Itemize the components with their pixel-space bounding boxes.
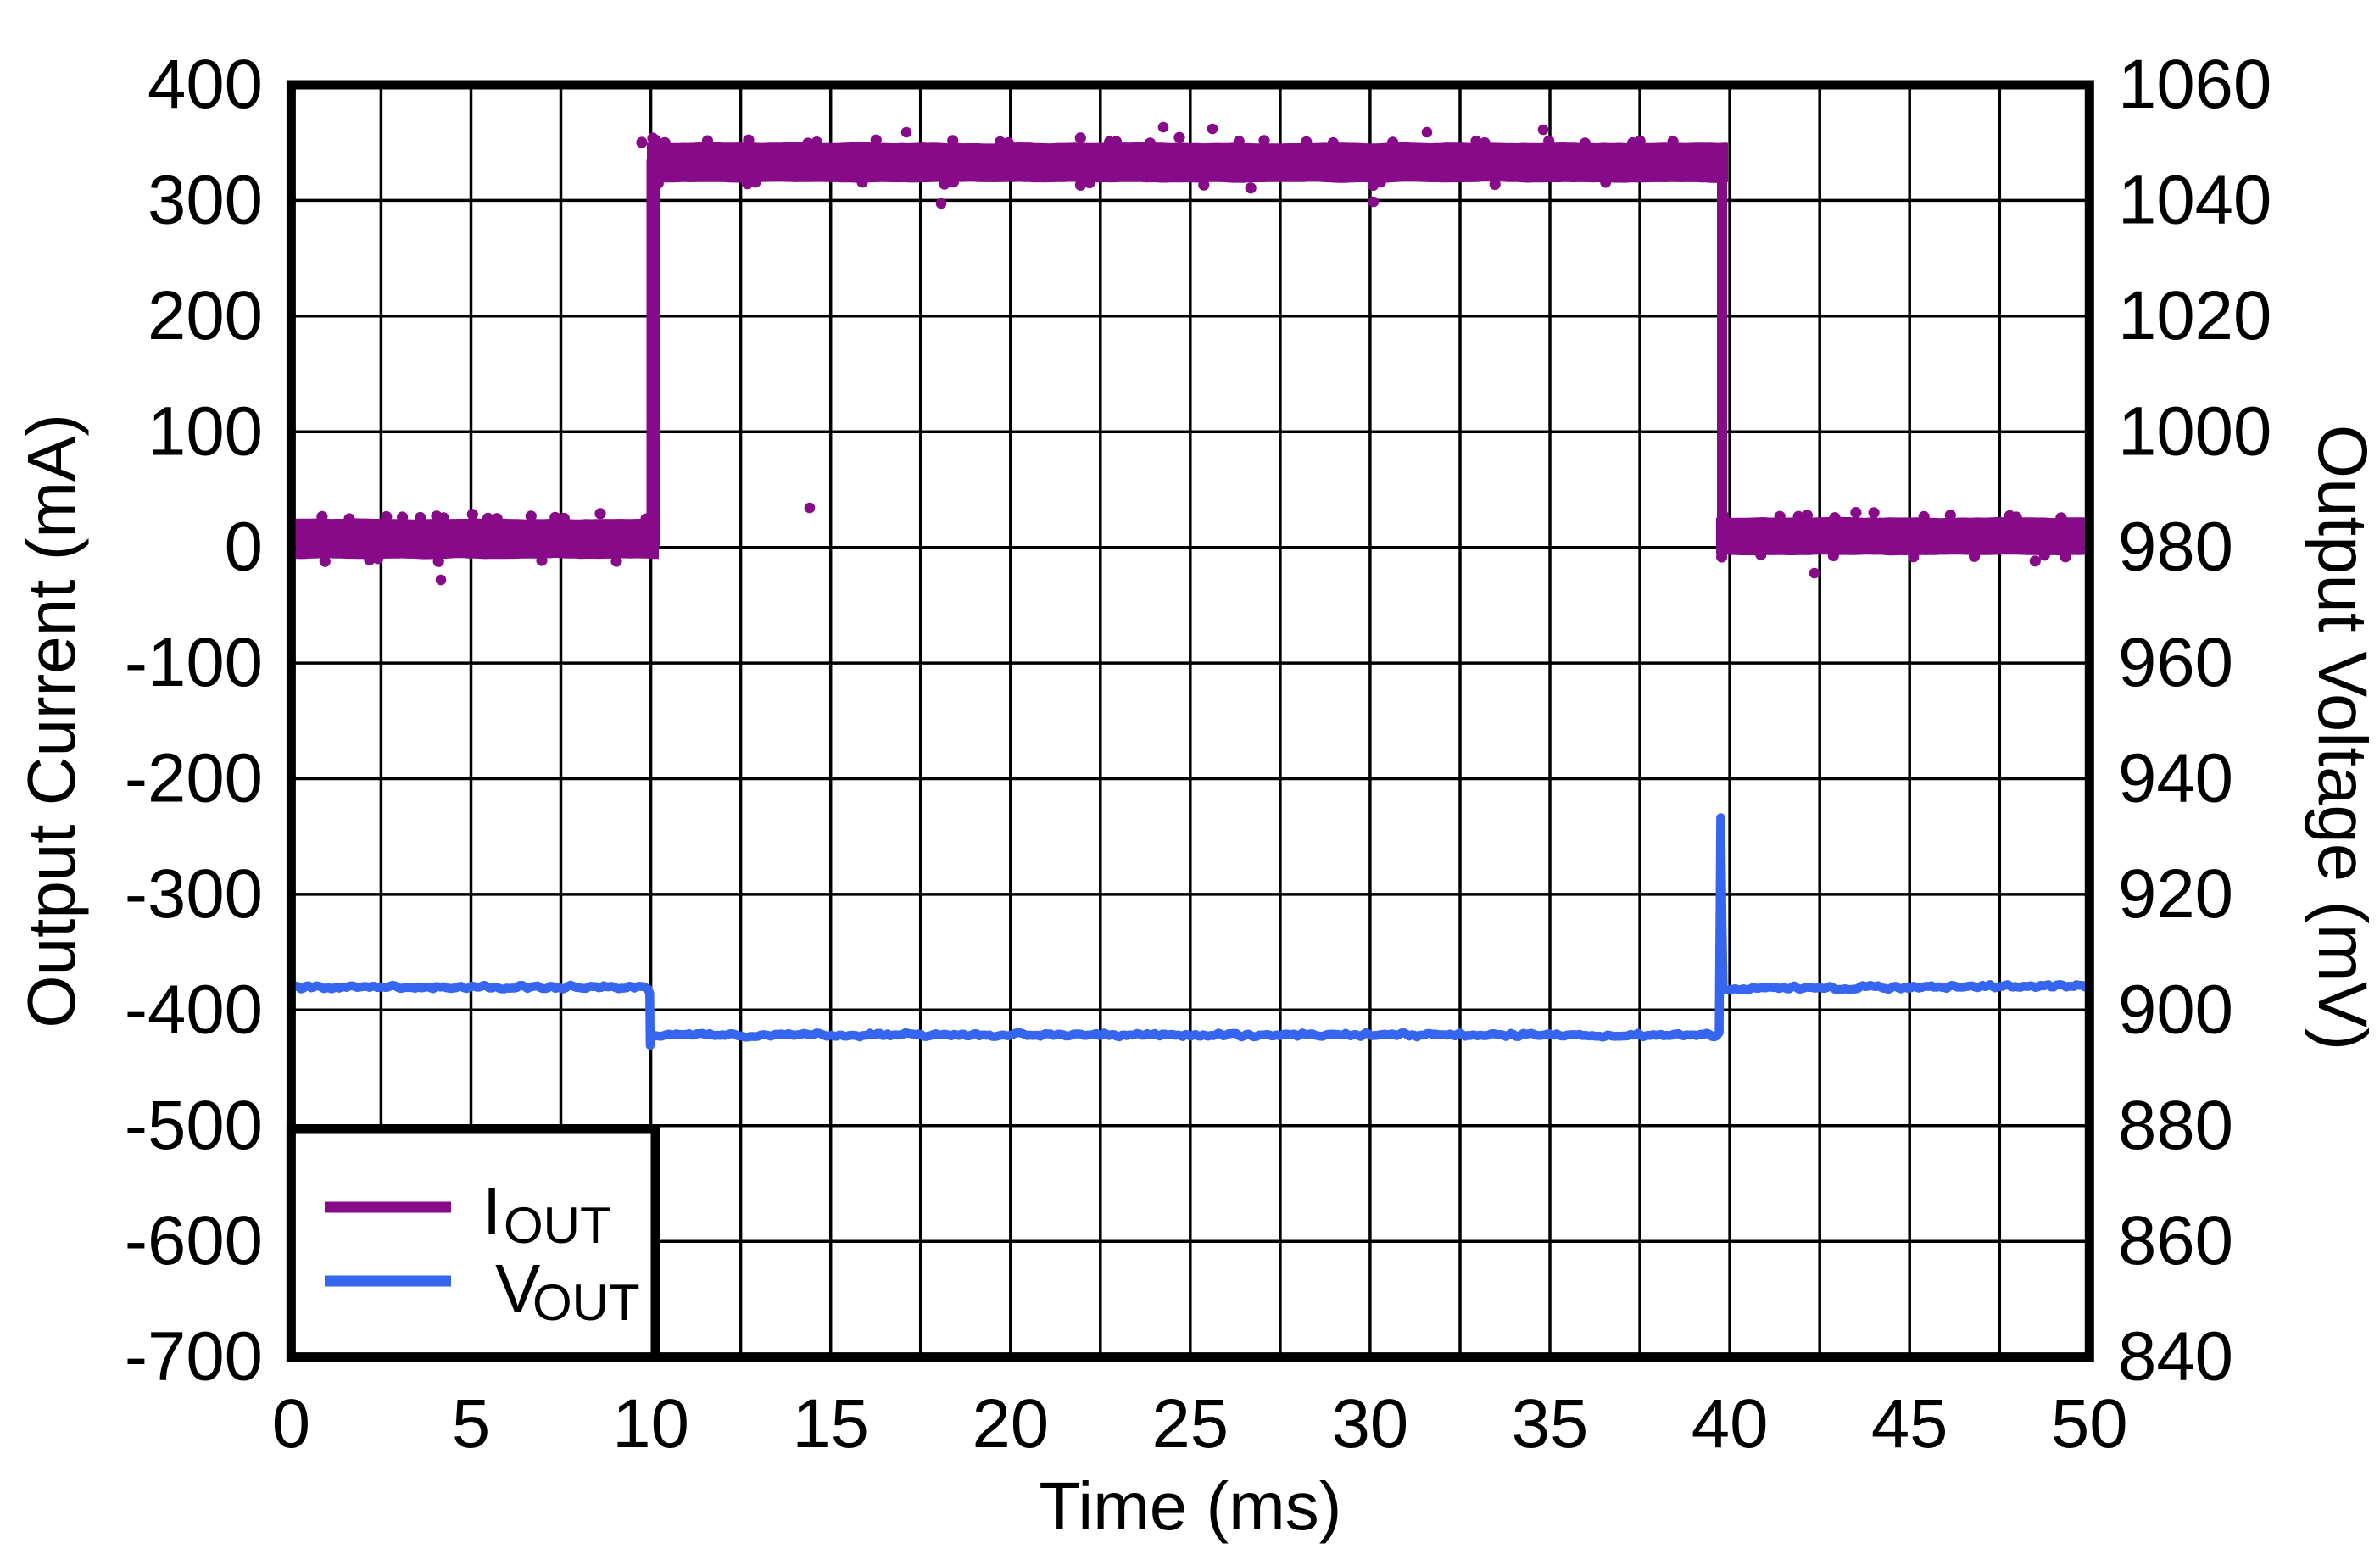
svg-text:-400: -400 <box>125 971 263 1048</box>
svg-text:Output Voltage (mV): Output Voltage (mV) <box>2304 425 2380 1050</box>
svg-text:15: 15 <box>792 1385 869 1462</box>
svg-text:20: 20 <box>972 1385 1049 1462</box>
svg-text:-100: -100 <box>125 624 263 701</box>
svg-text:-700: -700 <box>125 1318 263 1395</box>
svg-text:I: I <box>482 1173 501 1249</box>
svg-text:30: 30 <box>1332 1385 1409 1462</box>
svg-text:-300: -300 <box>125 855 263 933</box>
svg-text:OUT: OUT <box>532 1274 640 1331</box>
svg-text:1020: 1020 <box>2118 277 2271 354</box>
svg-text:1000: 1000 <box>2118 393 2271 470</box>
svg-text:25: 25 <box>1151 1385 1229 1462</box>
svg-text:920: 920 <box>2118 855 2233 933</box>
svg-text:V: V <box>495 1250 541 1326</box>
svg-text:840: 840 <box>2118 1318 2233 1395</box>
svg-text:300: 300 <box>148 161 263 238</box>
svg-text:0: 0 <box>272 1385 310 1462</box>
svg-text:10: 10 <box>612 1385 689 1462</box>
svg-text:200: 200 <box>148 277 263 354</box>
svg-text:100: 100 <box>148 393 263 470</box>
svg-text:45: 45 <box>1871 1385 1948 1462</box>
svg-text:940: 940 <box>2118 740 2233 817</box>
svg-text:Output Current (mA): Output Current (mA) <box>14 414 89 1028</box>
svg-text:-500: -500 <box>125 1087 263 1164</box>
svg-text:880: 880 <box>2118 1087 2233 1164</box>
svg-text:Time (ms): Time (ms) <box>1039 1468 1341 1544</box>
svg-text:50: 50 <box>2051 1385 2128 1462</box>
svg-text:35: 35 <box>1512 1385 1589 1462</box>
svg-text:980: 980 <box>2118 509 2233 586</box>
svg-text:0: 0 <box>225 509 263 586</box>
svg-text:1040: 1040 <box>2118 161 2271 238</box>
svg-text:400: 400 <box>148 46 263 123</box>
svg-text:5: 5 <box>452 1385 490 1462</box>
svg-text:960: 960 <box>2118 624 2233 701</box>
svg-text:-200: -200 <box>125 740 263 817</box>
svg-text:40: 40 <box>1692 1385 1769 1462</box>
svg-text:OUT: OUT <box>504 1197 611 1254</box>
svg-text:900: 900 <box>2118 971 2233 1048</box>
svg-text:-600: -600 <box>125 1202 263 1279</box>
svg-text:1060: 1060 <box>2118 46 2271 123</box>
svg-text:860: 860 <box>2118 1202 2233 1279</box>
